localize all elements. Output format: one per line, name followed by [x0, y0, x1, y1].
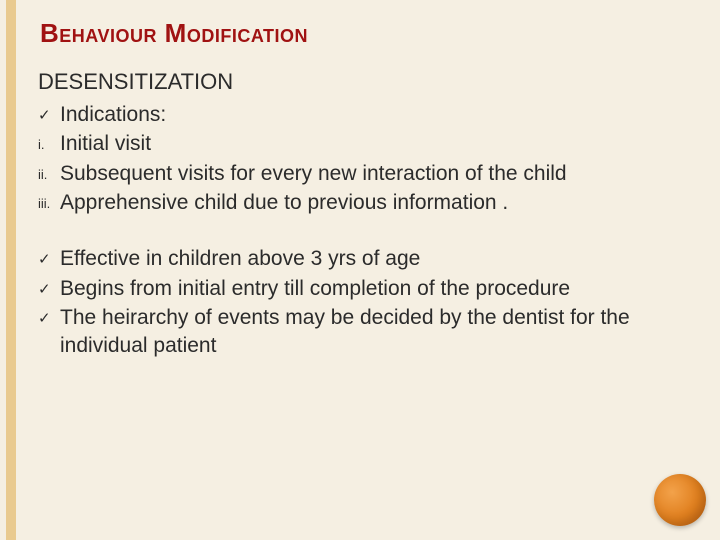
indication-list: ✓ Indications: i. Initial visit ii. Subs… — [38, 101, 696, 217]
list-item: i. Initial visit — [38, 130, 696, 158]
left-accent-bar — [6, 0, 16, 540]
slide: Behaviour Modification DESENSITIZATION ✓… — [0, 0, 720, 540]
list-item: ✓ Begins from initial entry till complet… — [38, 275, 696, 303]
list-item: ii. Subsequent visits for every new inte… — [38, 160, 696, 188]
section-label: DESENSITIZATION — [38, 69, 696, 95]
list-item: ✓ Effective in children above 3 yrs of a… — [38, 245, 696, 273]
list-item-text: The heirarchy of events may be decided b… — [60, 304, 696, 361]
list-item: ✓ The heirarchy of events may be decided… — [38, 304, 696, 361]
list-item: iii. Apprehensive child due to previous … — [38, 189, 696, 217]
roman-marker: ii. — [38, 160, 60, 184]
list-item-text: Indications: — [60, 101, 696, 129]
check-icon: ✓ — [38, 245, 60, 270]
decorative-circle-icon — [654, 474, 706, 526]
list-item-text: Begins from initial entry till completio… — [60, 275, 696, 303]
roman-marker: i. — [38, 130, 60, 154]
check-icon: ✓ — [38, 275, 60, 300]
slide-title: Behaviour Modification — [40, 18, 696, 49]
check-icon: ✓ — [38, 101, 60, 126]
roman-marker: iii. — [38, 189, 60, 213]
list-item: ✓ Indications: — [38, 101, 696, 129]
list-item-text: Effective in children above 3 yrs of age — [60, 245, 696, 273]
bullet-list: ✓ Effective in children above 3 yrs of a… — [38, 245, 696, 360]
list-item-text: Subsequent visits for every new interact… — [60, 160, 696, 188]
list-item-text: Initial visit — [60, 130, 696, 158]
list-item-text: Apprehensive child due to previous infor… — [60, 189, 696, 217]
check-icon: ✓ — [38, 304, 60, 329]
